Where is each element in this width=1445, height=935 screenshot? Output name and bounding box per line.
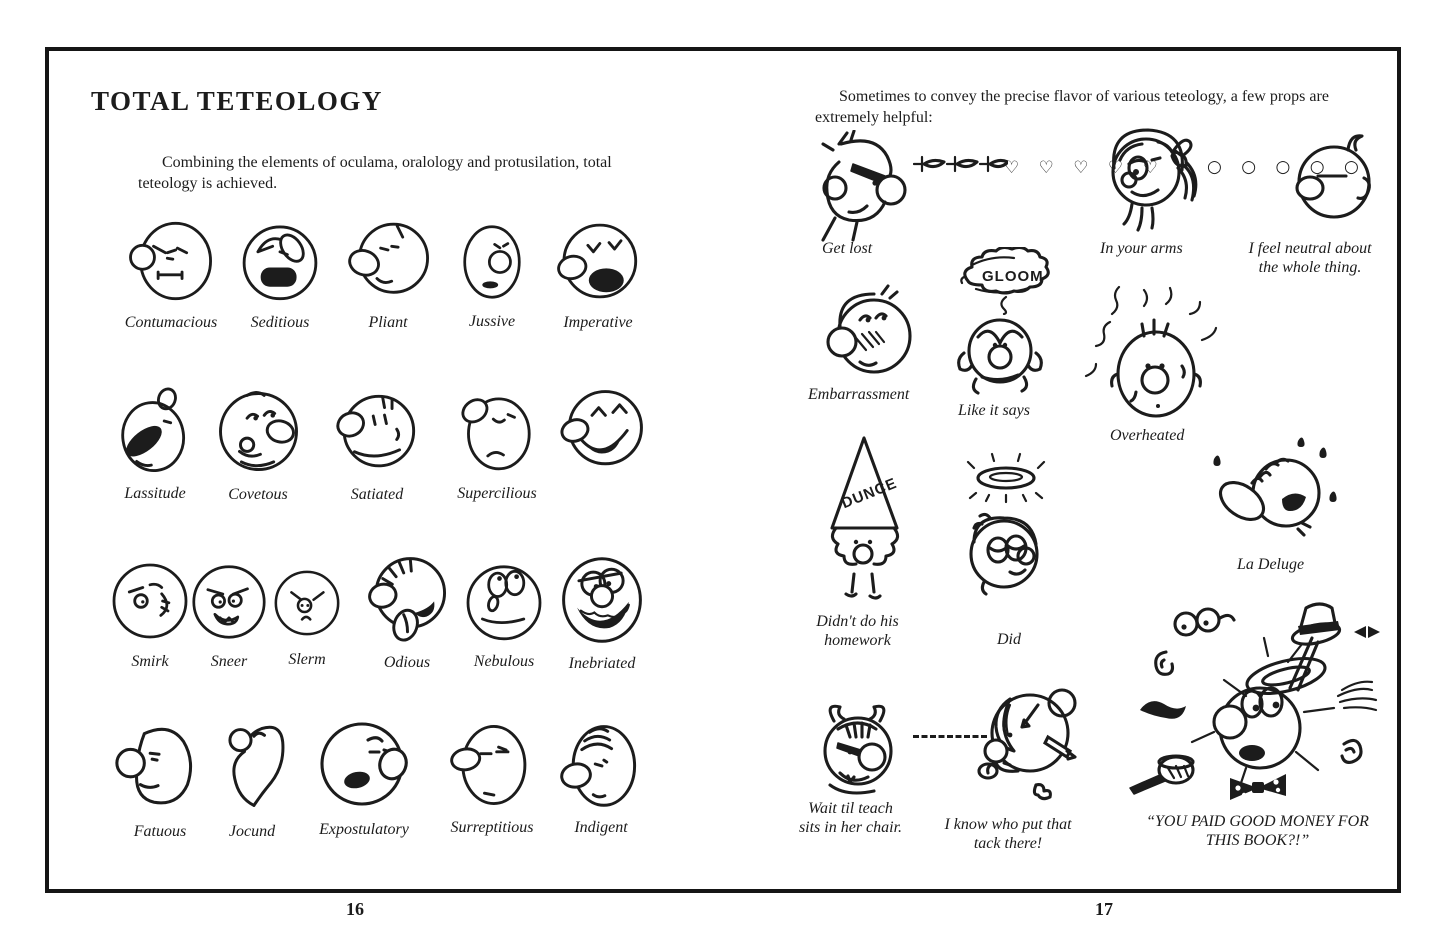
lassitude-face-drawing: [121, 387, 186, 472]
face-label: Supercilious: [457, 485, 537, 502]
left-intro-paragraph: Combining the elements of oculama, oralo…: [138, 154, 612, 193]
caption-la-deluge: La Deluge: [1237, 556, 1305, 573]
face-label: Imperative: [563, 314, 633, 331]
caption-in-your-arms: In your arms: [1100, 240, 1183, 257]
inebriated-face-drawing: [562, 557, 642, 643]
face-label: Odious: [383, 654, 431, 671]
face-label: Pliant: [368, 314, 408, 331]
neutral-face-drawing: [1295, 134, 1371, 219]
face-label: Jocund: [228, 823, 276, 840]
sneer-face-drawing: [192, 565, 266, 639]
face-smirk: Smirk: [92, 556, 208, 672]
caption-like-it-says: Like it says: [958, 402, 1030, 419]
face-label: Nebulous: [473, 653, 535, 670]
in-your-arms-girl-drawing: [1111, 128, 1198, 232]
face-lassitude: Lassitude: [95, 386, 215, 504]
caption-neutral: I feel neutral about the whole thing.: [1248, 240, 1372, 276]
devil-teach-face-drawing: [823, 704, 893, 795]
caption-tack: I know who put that tack there!: [944, 816, 1072, 852]
face-label: Indigent: [574, 819, 628, 836]
supercilious-face-drawing: [461, 397, 531, 471]
face-expostulatory: Expostulatory: [302, 714, 426, 840]
caption-did: Did: [997, 631, 1021, 648]
expostulatory-face-drawing: [320, 722, 408, 806]
caption-homework: Didn't do his homework: [816, 613, 899, 649]
jussive-face-drawing: [463, 225, 521, 299]
gloom-text: GLOOM: [982, 268, 1044, 285]
tack-kid-drawing: [977, 688, 1077, 801]
embarrassment-face-drawing: [826, 284, 912, 374]
face-label: Smirk: [131, 653, 169, 670]
indigent-face-drawing: [560, 725, 637, 807]
face-jocund: Jocund: [196, 718, 308, 842]
face-fatuous: Fatuous: [100, 718, 220, 842]
face-contumacious: Contumacious: [111, 215, 231, 333]
face-slerm: Slerm: [252, 562, 362, 670]
left-page-number: 16: [346, 899, 364, 919]
right-page-number: 17: [1095, 899, 1113, 919]
did-halo-drawing: [966, 452, 1046, 596]
exploding-face-drawing: [1129, 602, 1380, 800]
face-seditious: Seditious: [220, 215, 340, 333]
face-inebriated: Inebriated: [542, 552, 662, 674]
face-covetous: Covetous: [198, 384, 318, 505]
caption-get-lost: Get lost: [822, 240, 873, 257]
face-label: Surreptitious: [450, 819, 534, 836]
hearts-trail: ♡ ♡ ♡ ♡ ♡: [1004, 158, 1165, 178]
caption-embarrassment: Embarrassment: [808, 386, 910, 403]
face-label: Sneer: [210, 653, 248, 670]
flying-daggers-drawing: [913, 155, 1008, 173]
face-supercilious: Supercilious: [437, 386, 557, 504]
nebulous-face-drawing: [466, 565, 542, 641]
satiated-face-drawing: [336, 394, 416, 468]
slerm-face-drawing: [274, 570, 340, 636]
face-odious: Odious: [348, 552, 466, 673]
face-label: Inebriated: [568, 655, 636, 672]
covetous-face-drawing: [218, 391, 298, 471]
imperative-face-drawing: [557, 223, 638, 299]
face-label: Seditious: [250, 314, 310, 331]
caption-book: “YOU PAID GOOD MONEY FOR THIS BOOK?!”: [1146, 813, 1369, 849]
face-nebulous: Nebulous: [446, 556, 562, 672]
face-pliant: Pliant: [328, 215, 448, 333]
contumacious-face-drawing: [129, 221, 212, 301]
odious-face-drawing: [367, 557, 446, 642]
face-label: Fatuous: [133, 823, 187, 840]
dots-trail: ○ ○ ○ ○ ○: [1207, 157, 1366, 177]
right-intro-paragraph: Sometimes to convey the precise flavor o…: [815, 88, 1329, 127]
jocund-face-drawing: [228, 725, 285, 807]
face-surreptitious: Surreptitious: [431, 718, 553, 838]
face-label: Covetous: [228, 486, 288, 503]
face-label: Slerm: [288, 651, 326, 668]
face-satiated: Satiated: [317, 385, 437, 505]
surreptitious-face-drawing: [450, 725, 527, 805]
page-title: TOTAL TETEOLOGY: [91, 86, 383, 116]
face-happy-unlabeled: [542, 383, 662, 478]
face-sneer: Sneer: [172, 558, 286, 672]
la-deluge-face-drawing: [1213, 437, 1337, 537]
overheated-face-drawing: [1084, 285, 1218, 418]
caption-overheated: Overheated: [1110, 427, 1185, 444]
face-indigent: Indigent: [542, 716, 660, 838]
get-lost-face-drawing: [821, 130, 907, 242]
seditious-face-drawing: [242, 225, 318, 301]
face-label: Expostulatory: [319, 821, 409, 838]
face-imperative: Imperative: [538, 215, 658, 333]
dunce-cap-drawing: DUNCE: [830, 436, 900, 600]
pliant-face-drawing: [348, 222, 429, 294]
happy-face-drawing: [559, 390, 643, 466]
smirk-face-drawing: [112, 563, 188, 639]
caption-teach: Wait til teach sits in her chair.: [798, 800, 903, 836]
face-jussive: Jussive: [432, 218, 552, 332]
face-label: Lassitude: [124, 485, 186, 502]
face-label: Satiated: [350, 486, 404, 503]
like-it-says-face-drawing: [957, 318, 1043, 395]
gloom-cloud-drawing: GLOOM: [960, 247, 1050, 315]
gaze-dashed-line: [913, 735, 987, 738]
face-label: Jussive: [468, 313, 516, 330]
face-label: Contumacious: [124, 314, 218, 331]
fatuous-face-drawing: [115, 727, 193, 805]
